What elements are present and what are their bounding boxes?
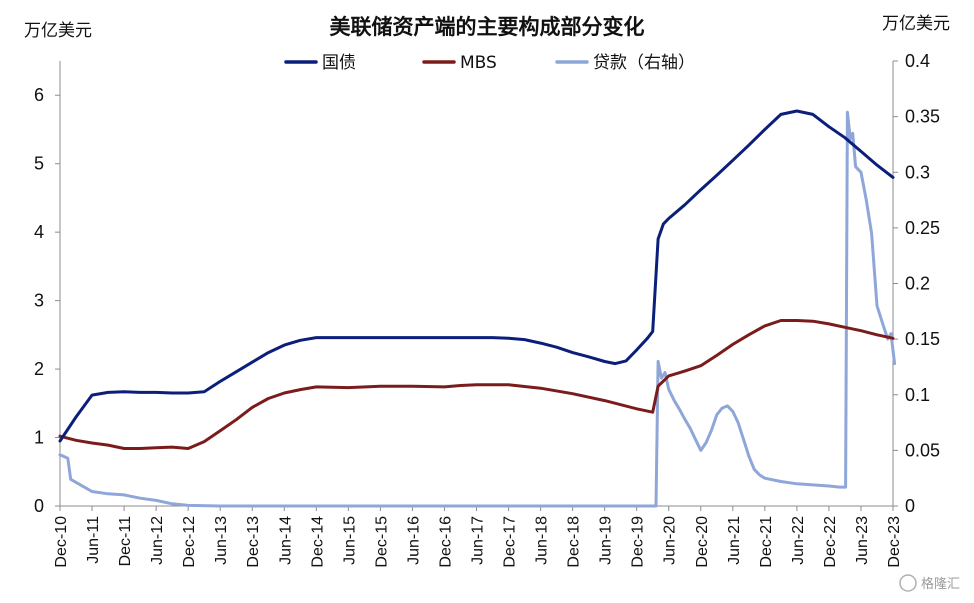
- right-tick-label: 0.05: [905, 440, 940, 460]
- x-tick-label: Jun-22: [790, 516, 807, 565]
- right-tick-label: 0.1: [905, 385, 930, 405]
- right-tick-label: 0.2: [905, 274, 930, 294]
- x-tick-label: Dec-18: [566, 516, 583, 568]
- watermark-text: 格隆汇: [921, 576, 960, 592]
- x-tick-label: Dec-15: [373, 516, 390, 568]
- x-tick-label: Jun-23: [854, 516, 871, 565]
- x-tick-label: Jun-17: [470, 516, 487, 565]
- x-tick-label: Jun-14: [277, 516, 294, 565]
- legend-label-2: 贷款（右轴）: [593, 53, 695, 73]
- legend-label-0: 国债: [322, 53, 356, 73]
- legend: 国债 MBS 贷款（右轴）: [284, 53, 695, 73]
- left-tick-label: 6: [34, 85, 44, 105]
- x-tick-label: Dec-21: [758, 516, 775, 568]
- series-layer: [58, 109, 897, 508]
- chart-title: 美联储资产端的主要构成部分变化: [330, 15, 645, 39]
- watermark: 格隆汇: [899, 574, 960, 592]
- series-line-1: [58, 319, 895, 450]
- x-tick-label: Jun-21: [726, 516, 743, 565]
- x-tick-label: Jun-11: [85, 516, 102, 564]
- right-tick-label: 0: [905, 496, 915, 516]
- series-line-0: [58, 109, 895, 443]
- left-tick-label: 5: [34, 154, 44, 174]
- left-axis-unit: 万亿美元: [24, 21, 92, 41]
- x-tick-label: Jun-18: [534, 516, 551, 565]
- left-tick-label: 1: [34, 428, 44, 448]
- x-tick-label: Jun-16: [405, 516, 422, 565]
- x-tick-label: Jun-13: [213, 516, 230, 565]
- right-tick-label: 0.15: [905, 329, 940, 349]
- x-tick-label: Dec-14: [309, 516, 326, 568]
- x-tick-label: Dec-19: [630, 516, 647, 568]
- right-tick-label: 0.35: [905, 107, 940, 127]
- x-tick-label: Jun-19: [598, 516, 615, 565]
- right-tick-label: 0.25: [905, 218, 940, 238]
- x-tick-label: Dec-17: [502, 516, 519, 568]
- x-tick-label: Dec-23: [886, 516, 903, 568]
- x-tick-label: Jun-20: [662, 516, 679, 565]
- right-axis-unit: 万亿美元: [882, 14, 950, 34]
- x-tick-label: Dec-10: [53, 516, 70, 568]
- x-tick-label: Dec-22: [822, 516, 839, 568]
- x-tick-label: Dec-16: [437, 516, 454, 568]
- axes: 0 1 2 3 4 5 6 0 0.05 0.1 0.15 0.2 0.25 0.3 0.35 0.4 Dec-…: [34, 51, 940, 568]
- x-tick-label: Dec-11: [117, 516, 134, 566]
- right-tick-label: 0.3: [905, 162, 930, 182]
- left-tick-label: 4: [34, 222, 44, 242]
- left-tick-label: 0: [34, 496, 44, 516]
- x-tick-label: Dec-13: [245, 516, 262, 568]
- watermark-logo-icon: [899, 574, 917, 592]
- x-tick-label: Dec-12: [181, 516, 198, 568]
- left-tick-label: 2: [34, 359, 44, 379]
- legend-label-1: MBS: [460, 53, 497, 73]
- x-tick-label: Dec-20: [694, 516, 711, 568]
- x-tick-label: Jun-15: [341, 516, 358, 565]
- right-tick-label: 0.4: [905, 51, 930, 71]
- x-tick-label: Jun-12: [149, 516, 166, 565]
- series-line-2: [58, 110, 897, 508]
- left-tick-label: 3: [34, 291, 44, 311]
